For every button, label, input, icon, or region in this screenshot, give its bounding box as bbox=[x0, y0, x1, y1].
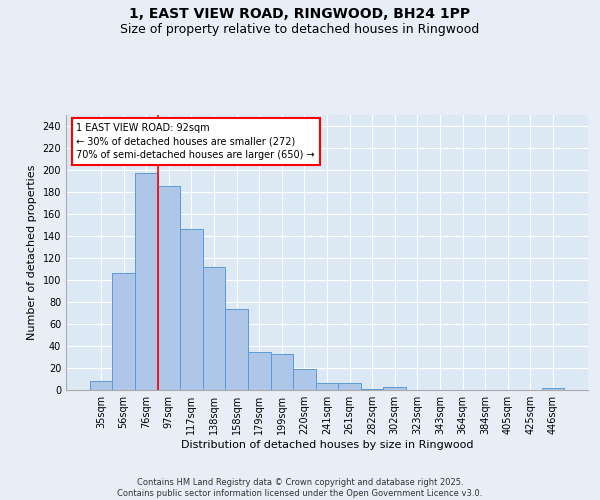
Bar bbox=[158, 186, 180, 390]
Bar bbox=[112, 274, 135, 390]
Bar bbox=[180, 230, 203, 390]
Bar bbox=[203, 267, 226, 390]
Y-axis label: Number of detached properties: Number of detached properties bbox=[27, 165, 37, 340]
Bar bbox=[293, 369, 316, 390]
Bar bbox=[542, 388, 564, 390]
Bar bbox=[226, 308, 248, 390]
Bar bbox=[90, 381, 112, 390]
X-axis label: Distribution of detached houses by size in Ringwood: Distribution of detached houses by size … bbox=[181, 440, 473, 450]
Bar bbox=[338, 384, 361, 390]
Text: 1 EAST VIEW ROAD: 92sqm
← 30% of detached houses are smaller (272)
70% of semi-d: 1 EAST VIEW ROAD: 92sqm ← 30% of detache… bbox=[76, 123, 315, 160]
Bar bbox=[316, 384, 338, 390]
Bar bbox=[361, 389, 383, 390]
Text: Size of property relative to detached houses in Ringwood: Size of property relative to detached ho… bbox=[121, 22, 479, 36]
Bar bbox=[271, 354, 293, 390]
Bar bbox=[383, 386, 406, 390]
Text: 1, EAST VIEW ROAD, RINGWOOD, BH24 1PP: 1, EAST VIEW ROAD, RINGWOOD, BH24 1PP bbox=[130, 8, 470, 22]
Bar bbox=[135, 174, 158, 390]
Bar bbox=[248, 352, 271, 390]
Text: Contains HM Land Registry data © Crown copyright and database right 2025.
Contai: Contains HM Land Registry data © Crown c… bbox=[118, 478, 482, 498]
